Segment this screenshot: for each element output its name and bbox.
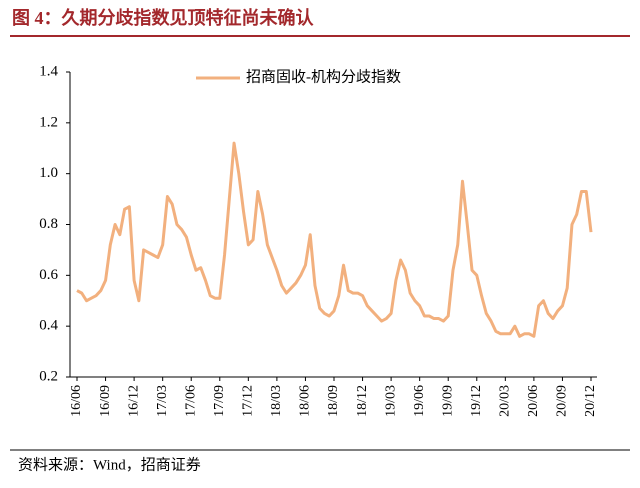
y-tick-label: 0.2 [39,368,58,384]
y-tick-label: 0.6 [39,267,58,283]
x-tick-label: 17/09 [212,385,227,417]
x-tick-label: 19/09 [440,385,455,417]
legend-label: 招商固收-机构分歧指数 [246,68,401,85]
y-tick-label: 1.0 [39,165,58,181]
x-tick-label: 19/03 [383,385,398,417]
chart-title: 图 4：久期分歧指数见顶特征尚未确认 [12,7,314,28]
x-tick-label: 18/12 [355,385,370,417]
x-tick-label: 20/12 [583,385,598,417]
source: 资料来源：Wind，招商证券 [18,456,201,473]
x-tick-label: 16/06 [69,385,84,417]
y-tick-label: 0.4 [39,318,58,334]
y-tick-label: 1.4 [39,63,58,79]
series-line [76,141,593,338]
x-tick-label: 17/12 [241,385,256,417]
x-tick-label: 17/06 [183,385,198,417]
x-tick-label: 18/09 [326,385,341,417]
x-tick-label: 16/09 [98,385,113,417]
y-tick-label: 0.8 [39,216,58,232]
x-tick-label: 20/09 [555,385,570,417]
x-tick-label: 19/06 [412,385,427,417]
x-tick-label: 18/06 [298,385,313,417]
x-tick-label: 19/12 [469,385,484,417]
y-tick-label: 1.2 [39,114,58,130]
x-tick-label: 17/03 [155,385,170,417]
x-tick-label: 16/12 [126,385,141,417]
x-tick-label: 20/06 [526,385,541,417]
x-tick-label: 20/03 [498,385,513,417]
x-tick-label: 18/03 [269,385,284,417]
